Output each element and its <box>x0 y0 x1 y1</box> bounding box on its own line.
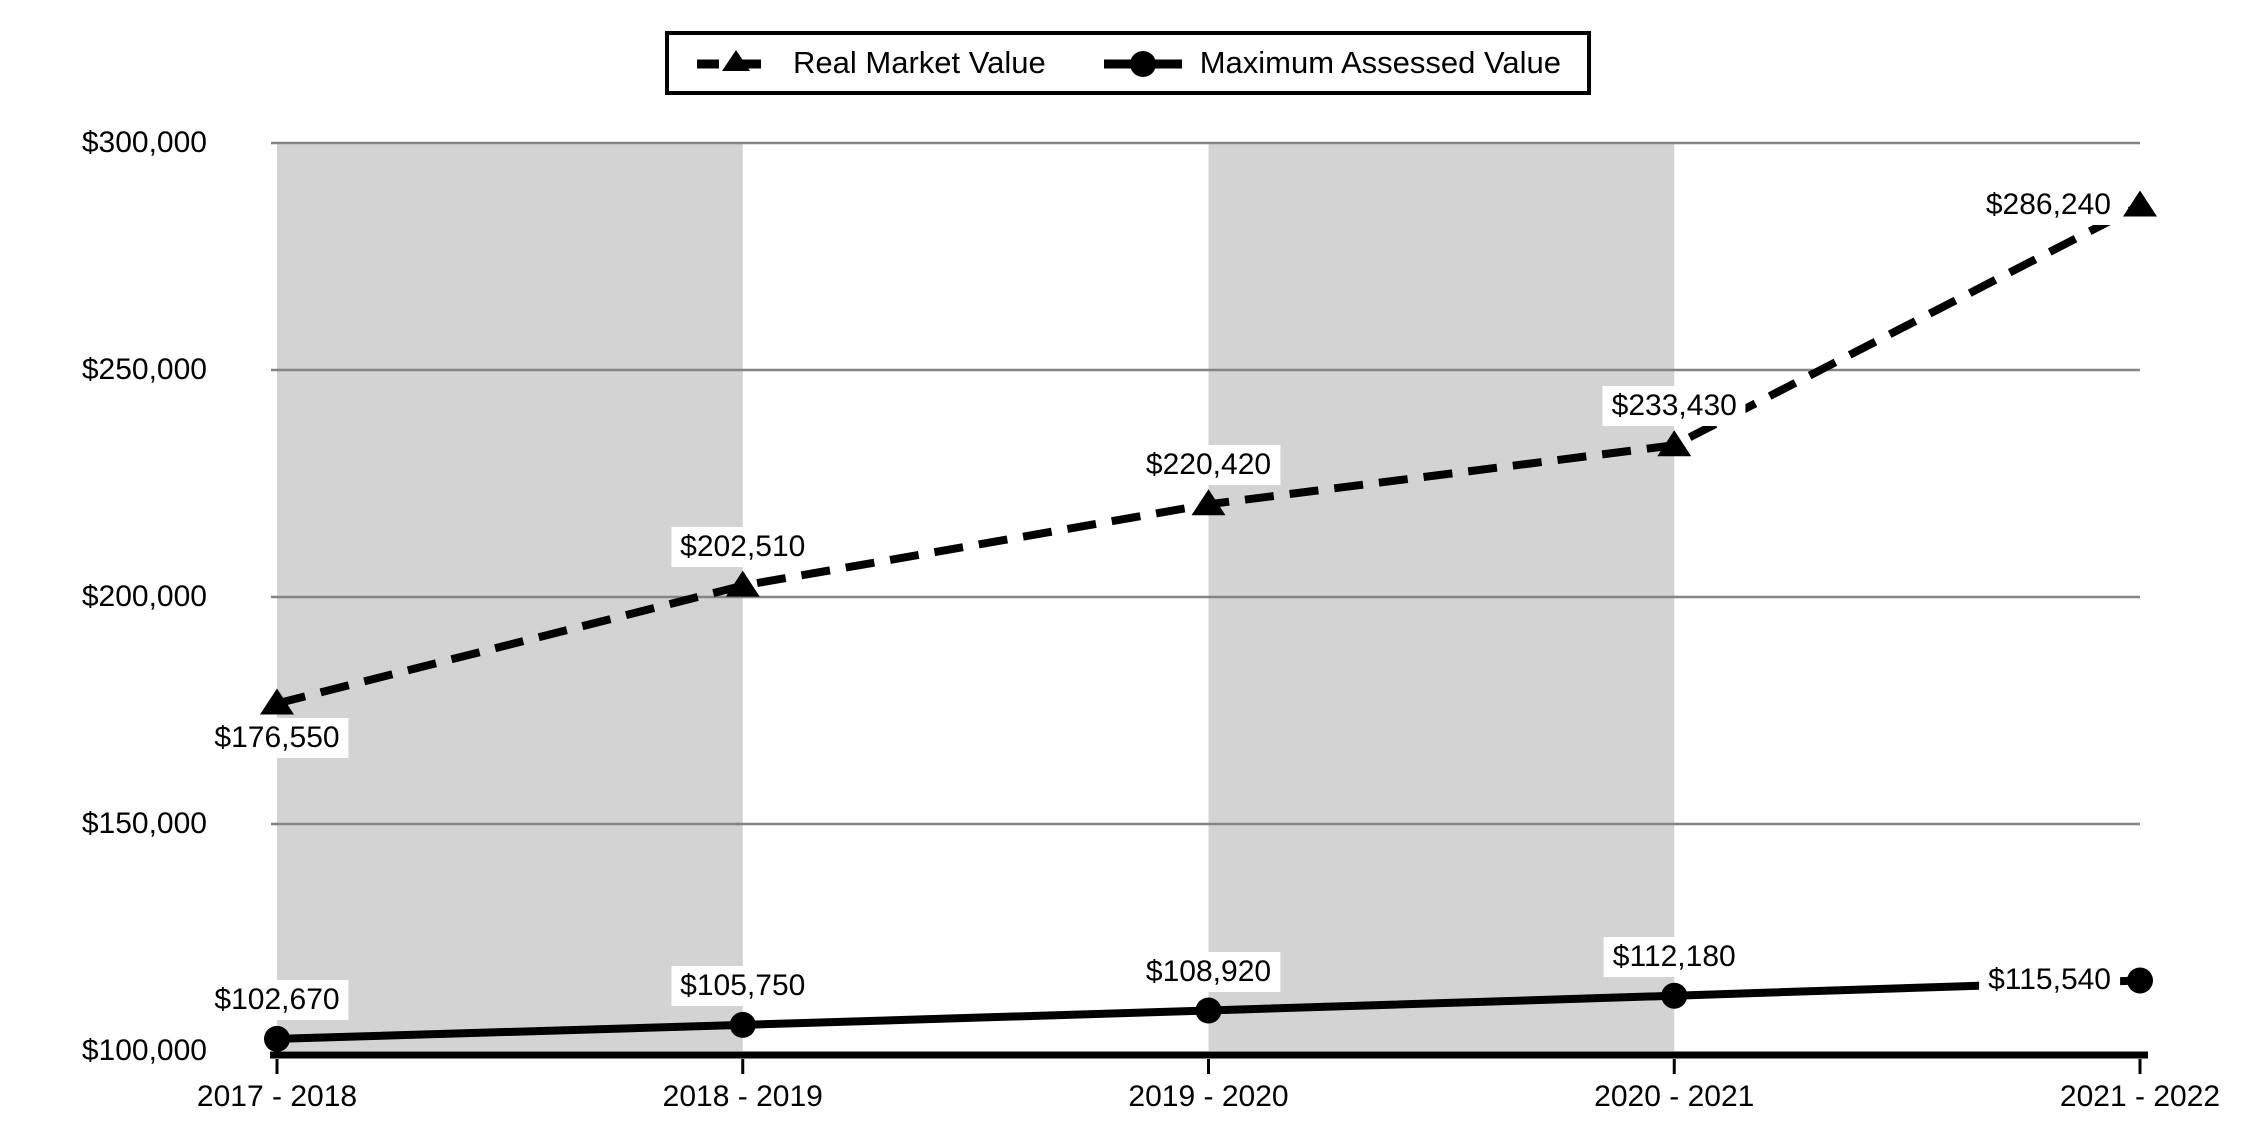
legend-item-maximum-assessed-value: Maximum Assessed Value <box>1102 45 1561 81</box>
maximum-assessed-value-data-label: $105,750 <box>671 965 815 1006</box>
maximum-assessed-value-data-label: $115,540 <box>1979 960 2120 1001</box>
maximum-assessed-value-data-label: $112,180 <box>1603 936 1745 977</box>
x-axis-tick-label: 2019 - 2020 <box>1128 1080 1289 1113</box>
maximum-assessed-value-data-label: $108,920 <box>1136 951 1281 992</box>
maximum-assessed-value-circle-marker <box>2127 967 2153 994</box>
real-market-value-data-label: $286,240 <box>1976 185 2120 226</box>
y-axis-tick-label: $150,000 <box>81 807 207 840</box>
x-axis-tick-label: 2021 - 2022 <box>2059 1080 2221 1113</box>
real-market-value-data-label: $233,430 <box>1602 386 1746 427</box>
real-market-value-data-label: $220,420 <box>1136 445 1281 486</box>
dashed-triangle-marker-icon <box>697 50 776 71</box>
x-axis-tick-label: 2018 - 2019 <box>662 1080 823 1113</box>
x-axis-tick-label: 2017 - 2018 <box>196 1080 358 1113</box>
real-market-value-triangle-marker <box>1657 430 1692 457</box>
real-market-value-triangle-marker <box>260 688 294 715</box>
maximum-assessed-value-circle-marker <box>1195 997 1222 1024</box>
x-axis-tick-label: 2020 - 2021 <box>1594 1080 1755 1113</box>
y-axis-tick-label: $300,000 <box>81 126 207 159</box>
y-axis-tick-label: $100,000 <box>81 1034 207 1067</box>
real-market-value-triangle-marker <box>1191 489 1226 516</box>
legend-item-real-market-value: Real Market Value <box>695 45 1046 81</box>
solid-circle-marker-icon <box>1103 51 1182 77</box>
maximum-assessed-value-data-label: $102,670 <box>205 979 349 1020</box>
real-market-value-data-label: $176,550 <box>205 718 349 759</box>
maximum-assessed-value-circle-marker <box>264 1025 290 1052</box>
real-market-value-triangle-marker <box>2123 190 2157 217</box>
legend-label-maximum-assessed-value: Maximum Assessed Value <box>1199 45 1561 80</box>
real-market-value-data-label: $202,510 <box>671 526 815 567</box>
y-axis-tick-label: $250,000 <box>81 353 207 386</box>
legend: Real Market Value Maximum Assessed Value <box>665 31 1591 95</box>
real-market-value-triangle-marker <box>725 570 760 597</box>
maximum-assessed-value-circle-marker <box>729 1011 756 1038</box>
maximum-assessed-value-circle-marker <box>1661 982 1688 1009</box>
y-axis-tick-label: $200,000 <box>81 580 207 613</box>
legend-label-real-market-value: Real Market Value <box>793 45 1046 80</box>
